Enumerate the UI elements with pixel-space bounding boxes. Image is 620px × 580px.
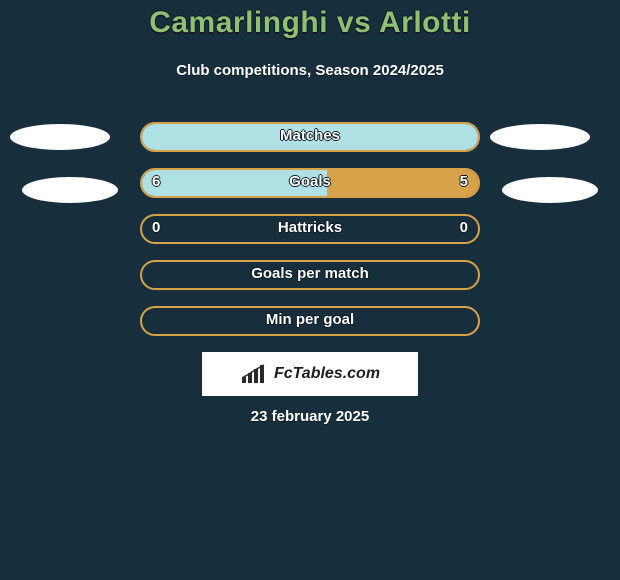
stat-bar-track: [140, 214, 480, 244]
stat-row: Goals65: [0, 168, 620, 198]
page-subtitle: Club competitions, Season 2024/2025: [0, 62, 620, 79]
stat-bar-track: [140, 306, 480, 336]
brand-box: FcTables.com: [202, 352, 418, 396]
stat-bar-track: [140, 122, 480, 152]
stat-bar-track: [140, 260, 480, 290]
page-title: Camarlinghi vs Arlotti: [0, 6, 620, 40]
stat-rows: Matches Goals65 Hattricks00 Goals per match…: [0, 122, 620, 352]
stat-bar-left-fill: [142, 124, 478, 150]
stat-bar-right-fill: [327, 170, 478, 196]
stat-bar-left-fill: [142, 170, 327, 196]
stat-row: Goals per match: [0, 260, 620, 290]
stat-row: Hattricks00: [0, 214, 620, 244]
brand-bars-icon: [240, 363, 268, 385]
stat-row: Matches: [0, 122, 620, 152]
comparison-infographic: Camarlinghi vs Arlotti Club competitions…: [0, 0, 620, 580]
stat-bar-track: [140, 168, 480, 198]
date-label: 23 february 2025: [0, 408, 620, 425]
stat-row: Min per goal: [0, 306, 620, 336]
brand-text: FcTables.com: [274, 365, 380, 383]
